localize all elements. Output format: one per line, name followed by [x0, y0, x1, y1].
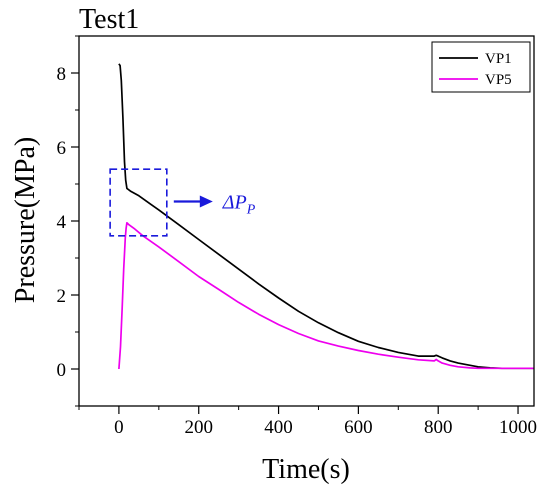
- legend-label-vp1: VP1: [485, 51, 512, 67]
- x-axis-title: Time(s): [262, 454, 350, 485]
- y-tick-label-6: 6: [57, 138, 67, 159]
- y-tick-label-2: 2: [57, 286, 67, 307]
- x-tick-label-800: 800: [424, 417, 453, 438]
- x-tick-label-400: 400: [264, 417, 293, 438]
- annotation-arrow-head: [199, 195, 213, 208]
- series-layer: [118, 63, 534, 370]
- series-line-vp5: [118, 221, 534, 370]
- annotation-label: ΔPP: [222, 192, 256, 218]
- y-axis-title: Pressure(MPa): [10, 137, 41, 303]
- y-tick-label-4: 4: [57, 212, 67, 233]
- legend-box: [431, 41, 531, 93]
- annotation-box: [109, 168, 168, 237]
- chart-title: Test1: [79, 4, 139, 35]
- x-tick-label-0: 0: [114, 417, 124, 438]
- legend-label-vp5: VP5: [485, 72, 512, 88]
- x-tick-label-600: 600: [344, 417, 373, 438]
- x-tick-label-1000: 1000: [499, 417, 537, 438]
- axes-layer: 0 200 400 600 800 1000 0 2 4 6 8: [57, 35, 537, 438]
- annotation-layer: ΔPP: [109, 168, 256, 237]
- x-tick-label-200: 200: [184, 417, 213, 438]
- y-tick-label-0: 0: [57, 360, 67, 381]
- y-tick-label-8: 8: [57, 64, 67, 85]
- series-line-vp1: [118, 63, 534, 370]
